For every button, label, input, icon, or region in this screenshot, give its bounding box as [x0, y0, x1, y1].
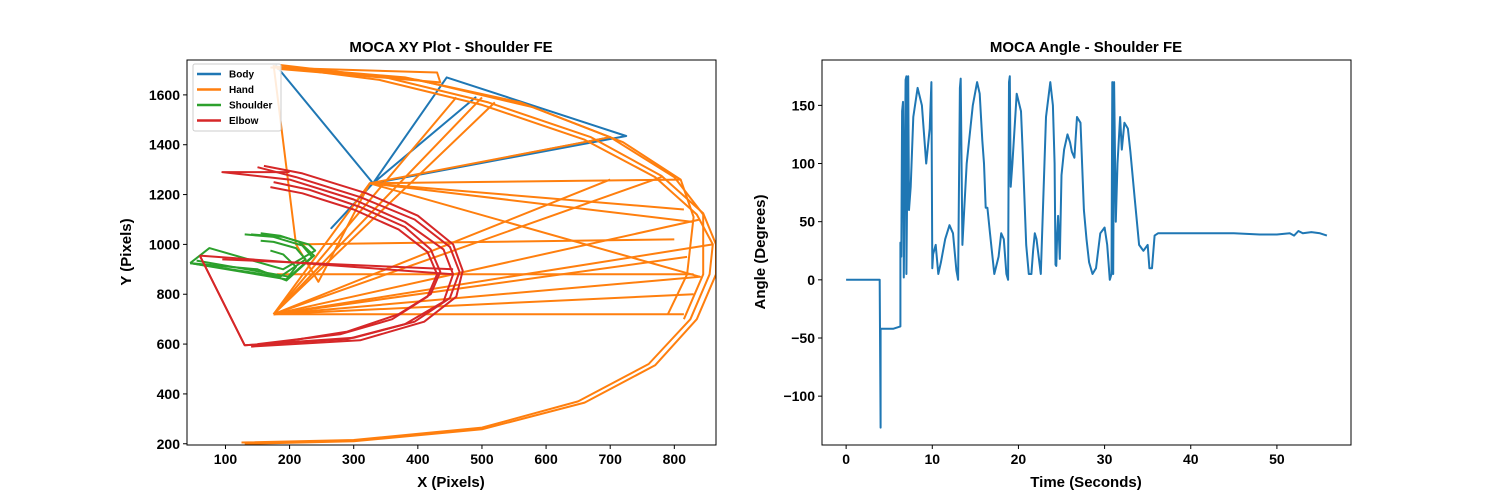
angle-plot-xtick-label: 0	[842, 451, 850, 467]
angle-plot-xtick-label: 10	[924, 451, 940, 467]
xy-plot-legend: Body Hand Shoulder Elbow	[192, 63, 282, 132]
legend-label-shoulder: Shoulder	[229, 101, 272, 112]
angle-plot-ytick-label: 50	[799, 214, 815, 230]
xy-plot-xtick-label: 300	[342, 451, 366, 467]
series-shoulder-line	[190, 249, 297, 281]
series-hand-line	[273, 255, 688, 316]
xy-plot-xtick-label: 600	[534, 451, 558, 467]
series-elbow-line	[273, 181, 442, 344]
xy-plot-xtick-label: 200	[278, 451, 302, 467]
xy-plot-xtick-label: 800	[663, 451, 687, 467]
legend-label-body: Body	[229, 70, 254, 81]
series-shoulder-line	[190, 232, 315, 282]
xy-plot-title: MOCA XY Plot - Shoulder FE	[349, 39, 552, 56]
angle-plot-ticks: 0 10 20 30 40 50 −100 −50 0 50 100 150	[783, 97, 1284, 467]
angle-plot-ytick-label: 100	[792, 156, 816, 172]
series-hand-line	[369, 182, 684, 211]
series-hand-line	[369, 136, 611, 185]
series-hand-line	[273, 293, 694, 316]
series-hand-line	[272, 101, 496, 315]
series-shoulder-line	[190, 239, 307, 278]
series-hand-line	[289, 67, 695, 315]
angle-plot-xtick-label: 30	[1097, 451, 1113, 467]
angle-plot-ylabel: Angle (Degrees)	[752, 194, 769, 309]
xy-plot-ytick-label: 400	[157, 386, 181, 402]
series-elbow	[198, 164, 464, 348]
xy-plot-ytick-label: 200	[157, 436, 181, 452]
xy-plot-ytick-label: 800	[157, 286, 181, 302]
legend-label-hand: Hand	[229, 85, 254, 96]
series-shoulder	[189, 232, 317, 282]
xy-plot-ytick-label: 1000	[149, 236, 180, 252]
series-hand-line	[273, 176, 662, 316]
series-hand-line	[273, 218, 701, 316]
xy-plot-ylabel: Y (Pixels)	[118, 218, 135, 285]
angle-plot-xtick-label: 20	[1011, 451, 1027, 467]
angle-plot-xtick-label: 50	[1269, 451, 1285, 467]
xy-plot-ticks: 100 200 300 400 500 600 700 800 200 400 600 800 1000…	[149, 87, 686, 467]
angle-plot-xlabel: Time (Seconds)	[1030, 474, 1141, 491]
series-elbow-line	[198, 255, 246, 346]
xy-plot-xtick-label: 500	[470, 451, 494, 467]
series-hand-line	[369, 182, 694, 223]
series-elbow-line	[199, 254, 454, 276]
xy-plot-xlabel: X (Pixels)	[417, 474, 485, 491]
xy-plot-xtick-label: 100	[214, 451, 238, 467]
xy-plot-ytick-label: 1600	[149, 87, 180, 103]
angle-plot-ytick-label: −50	[791, 330, 815, 346]
xy-plot-series-group	[189, 64, 716, 445]
series-hand-line	[272, 96, 483, 315]
angle-plot-ytick-label: 150	[792, 97, 816, 113]
xy-plot-ytick-label: 600	[157, 336, 181, 352]
series-hand-line	[273, 178, 611, 316]
angle-plot-ytick-label: −100	[783, 388, 815, 404]
legend-box	[192, 63, 282, 132]
series-elbow-line	[244, 166, 461, 347]
xy-plot-frame	[186, 59, 717, 446]
xy-plot-xtick-label: 400	[406, 451, 430, 467]
angle-plot-ytick-label: 0	[807, 272, 815, 288]
angle-series-line	[846, 75, 1328, 429]
series-shoulder-line	[196, 233, 313, 278]
series-hand-line	[273, 182, 701, 316]
series-hand-line	[272, 96, 458, 315]
xy-plot-ytick-label: 1200	[149, 187, 180, 203]
angle-plot-title: MOCA Angle - Shoulder FE	[990, 39, 1182, 56]
angle-plot: MOCA Angle - Shoulder FE 0 10 20 30 40 50 −100…	[752, 39, 1352, 491]
angle-plot-series-group	[846, 75, 1328, 429]
series-elbow-line	[257, 186, 439, 346]
series-elbow-line	[251, 164, 464, 348]
xy-plot-xtick-label: 700	[599, 451, 623, 467]
xy-plot-ytick-label: 1400	[149, 137, 180, 153]
series-hand-line	[241, 65, 714, 444]
xy-plot: MOCA XY Plot - Shoulder FE 100 200 300 400 5…	[118, 39, 717, 491]
angle-plot-xtick-label: 40	[1183, 451, 1199, 467]
series-hand	[241, 64, 716, 445]
legend-label-elbow: Elbow	[229, 116, 259, 127]
series-hand-line	[270, 66, 442, 84]
series-hand-line	[273, 243, 713, 316]
series-hand-line	[244, 64, 716, 445]
angle-plot-frame	[821, 59, 1352, 446]
